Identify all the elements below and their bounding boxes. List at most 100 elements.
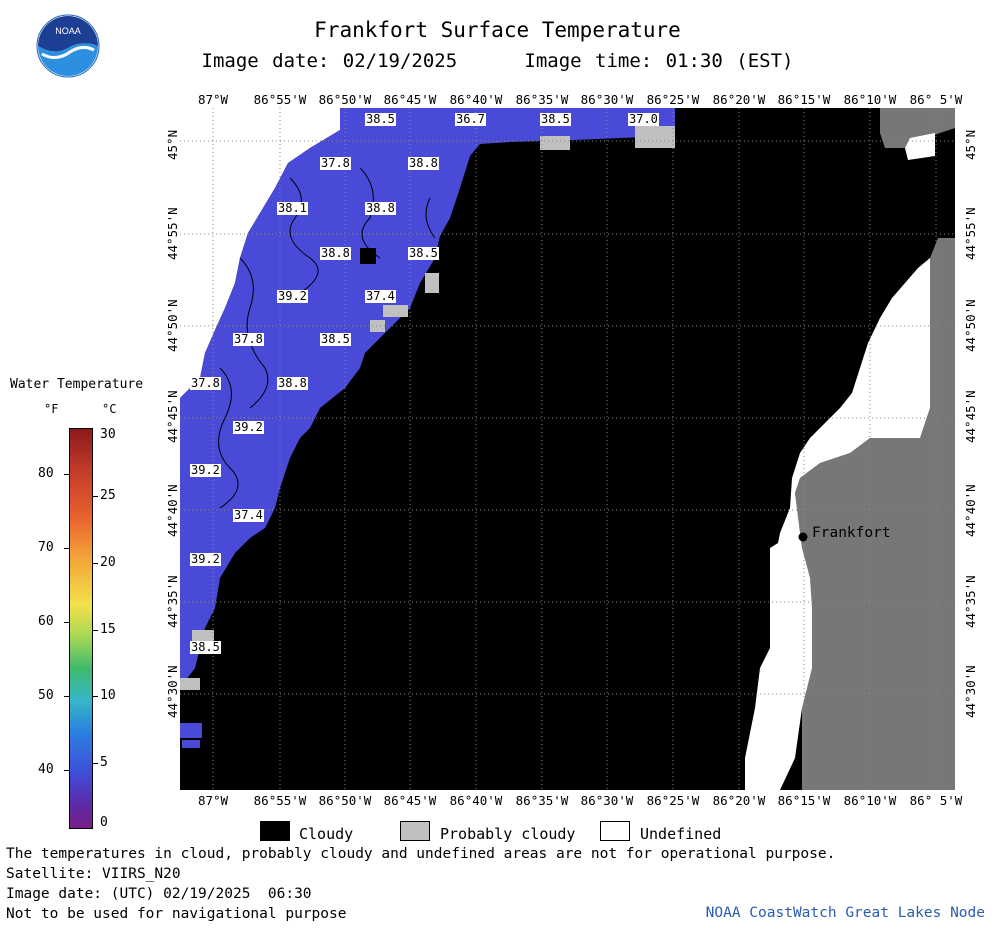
key-probably-cloudy-swatch [400,821,430,841]
colorbar-tick-mark [93,563,98,564]
lat-tick-left: 44°55'N [165,207,180,260]
image-date-label: Image date: 02/19/2025 [201,50,458,72]
water-patch [182,740,200,748]
lat-tick-left: 44°35'N [165,575,180,628]
lon-tick-top: 86°45'W [383,92,437,107]
colorbar-c-tick: 0 [100,815,108,830]
key-undefined-label: Undefined [640,825,722,843]
lon-tick-bottom: 86°50'W [318,793,372,808]
lat-tick-left: 44°50'N [165,299,180,352]
colorbar-c-tick: 30 [100,427,116,442]
credit-text: NOAA CoastWatch Great Lakes Node [705,905,985,921]
lon-tick-bottom: 86°40'W [449,793,503,808]
lon-tick-top: 86°50'W [318,92,372,107]
lon-tick-bottom: 86°35'W [515,793,569,808]
image-date-time: Image date: 02/19/2025 Image time: 01:30… [0,50,995,72]
lon-tick-bottom: 86°30'W [580,793,634,808]
colorbar-tick-mark [93,696,98,697]
lon-tick-bottom: 86°55'W [253,793,307,808]
lon-tick-bottom: 86° 5'W [909,793,963,808]
noaa-logo-icon: NOAA [36,14,100,78]
lat-tick-right: 45°N [963,129,978,160]
colorbar-tick-mark [64,474,69,475]
nav-warning-text: Not to be used for navigational purpose [6,906,347,922]
temperature-map: Frankfort [180,108,955,790]
probably-cloudy-patch [425,273,439,293]
colorbar-tick-mark [93,763,98,764]
legend-title: Water Temperature [10,377,144,392]
lon-tick-top: 86°20'W [712,92,766,107]
key-probably-cloudy-label: Probably cloudy [440,825,576,843]
land-area [795,238,955,790]
cloudy-patch [475,148,505,160]
colorbar-c-tick: 5 [100,755,108,770]
lon-tick-top: 87°W [197,92,229,107]
lat-tick-right: 44°40'N [963,484,978,537]
colorbar-tick-mark [64,770,69,771]
lat-tick-right: 44°45'N [963,390,978,443]
temperature-colorbar [69,428,93,829]
svg-text:NOAA: NOAA [55,26,81,36]
lat-lon-grid [180,108,955,790]
disclaimer-text: The temperatures in cloud, probably clou… [6,846,836,862]
colorbar-c-tick: 10 [100,688,116,703]
map-title: Frankfort Surface Temperature [314,18,681,42]
lon-tick-bottom: 86°15'W [777,793,831,808]
satellite-text: Satellite: VIIRS_N20 [6,866,181,882]
colorbar-tick-mark [93,496,98,497]
lon-tick-bottom: 86°20'W [712,793,766,808]
lon-tick-bottom: 87°W [197,793,229,808]
temp-label: 38.1 [277,201,308,215]
colorbar-f-tick: 50 [38,688,54,703]
lat-tick-left: 45°N [165,129,180,160]
temp-label: 39.2 [233,420,264,434]
colorbar-tick-mark [93,630,98,631]
lat-tick-right: 44°35'N [963,575,978,628]
lat-tick-right: 44°30'N [963,665,978,718]
temp-label: 37.4 [233,508,264,522]
temp-label: 38.5 [320,332,351,346]
frankfort-marker-icon [798,532,808,542]
probably-cloudy-patch [540,136,570,150]
colorbar-c-tick: 25 [100,488,116,503]
undefined-area-west [180,108,340,398]
temp-label: 39.2 [190,552,221,566]
colorbar-f-tick: 60 [38,614,54,629]
key-undefined-swatch [600,821,630,841]
temp-label: 37.8 [233,332,264,346]
temp-label: 37.8 [320,156,351,170]
temp-label: 37.0 [628,112,659,126]
probably-cloudy-patch [180,678,200,690]
lon-tick-top: 86°30'W [580,92,634,107]
lon-tick-top: 86°15'W [777,92,831,107]
lon-tick-bottom: 86°10'W [843,793,897,808]
key-cloudy-swatch [260,821,290,841]
utc-date-text: Image date: (UTC) 02/19/2025 06:30 [6,886,312,902]
image-time-label: Image time: 01:30 (EST) [524,50,794,72]
lon-tick-bottom: 86°25'W [646,793,700,808]
key-cloudy-label: Cloudy [299,825,354,843]
temp-label: 39.2 [277,289,308,303]
temp-label: 38.5 [540,112,571,126]
probably-cloudy-patch [370,320,385,332]
temp-label: 38.8 [277,376,308,390]
temp-label: 38.5 [365,112,396,126]
colorbar-f-tick: 80 [38,466,54,481]
probably-cloudy-patch [635,126,675,148]
land-area-north [880,108,955,148]
lat-tick-left: 44°40'N [165,484,180,537]
temp-label: 37.8 [190,376,221,390]
water-patch [180,723,202,738]
lat-tick-left: 44°45'N [165,390,180,443]
lon-tick-bottom: 86°45'W [383,793,437,808]
temp-label: 38.5 [190,640,221,654]
colorbar-f-tick: 70 [38,540,54,555]
probably-cloudy-patch [383,305,408,317]
colorbar-tick-mark [64,548,69,549]
colorbar-c-tick: 20 [100,555,116,570]
lat-tick-right: 44°55'N [963,207,978,260]
lat-tick-left: 44°30'N [165,665,180,718]
legend-unit-f: °F [44,402,59,416]
cloudy-patch [360,248,376,264]
temp-label: 39.2 [190,463,221,477]
